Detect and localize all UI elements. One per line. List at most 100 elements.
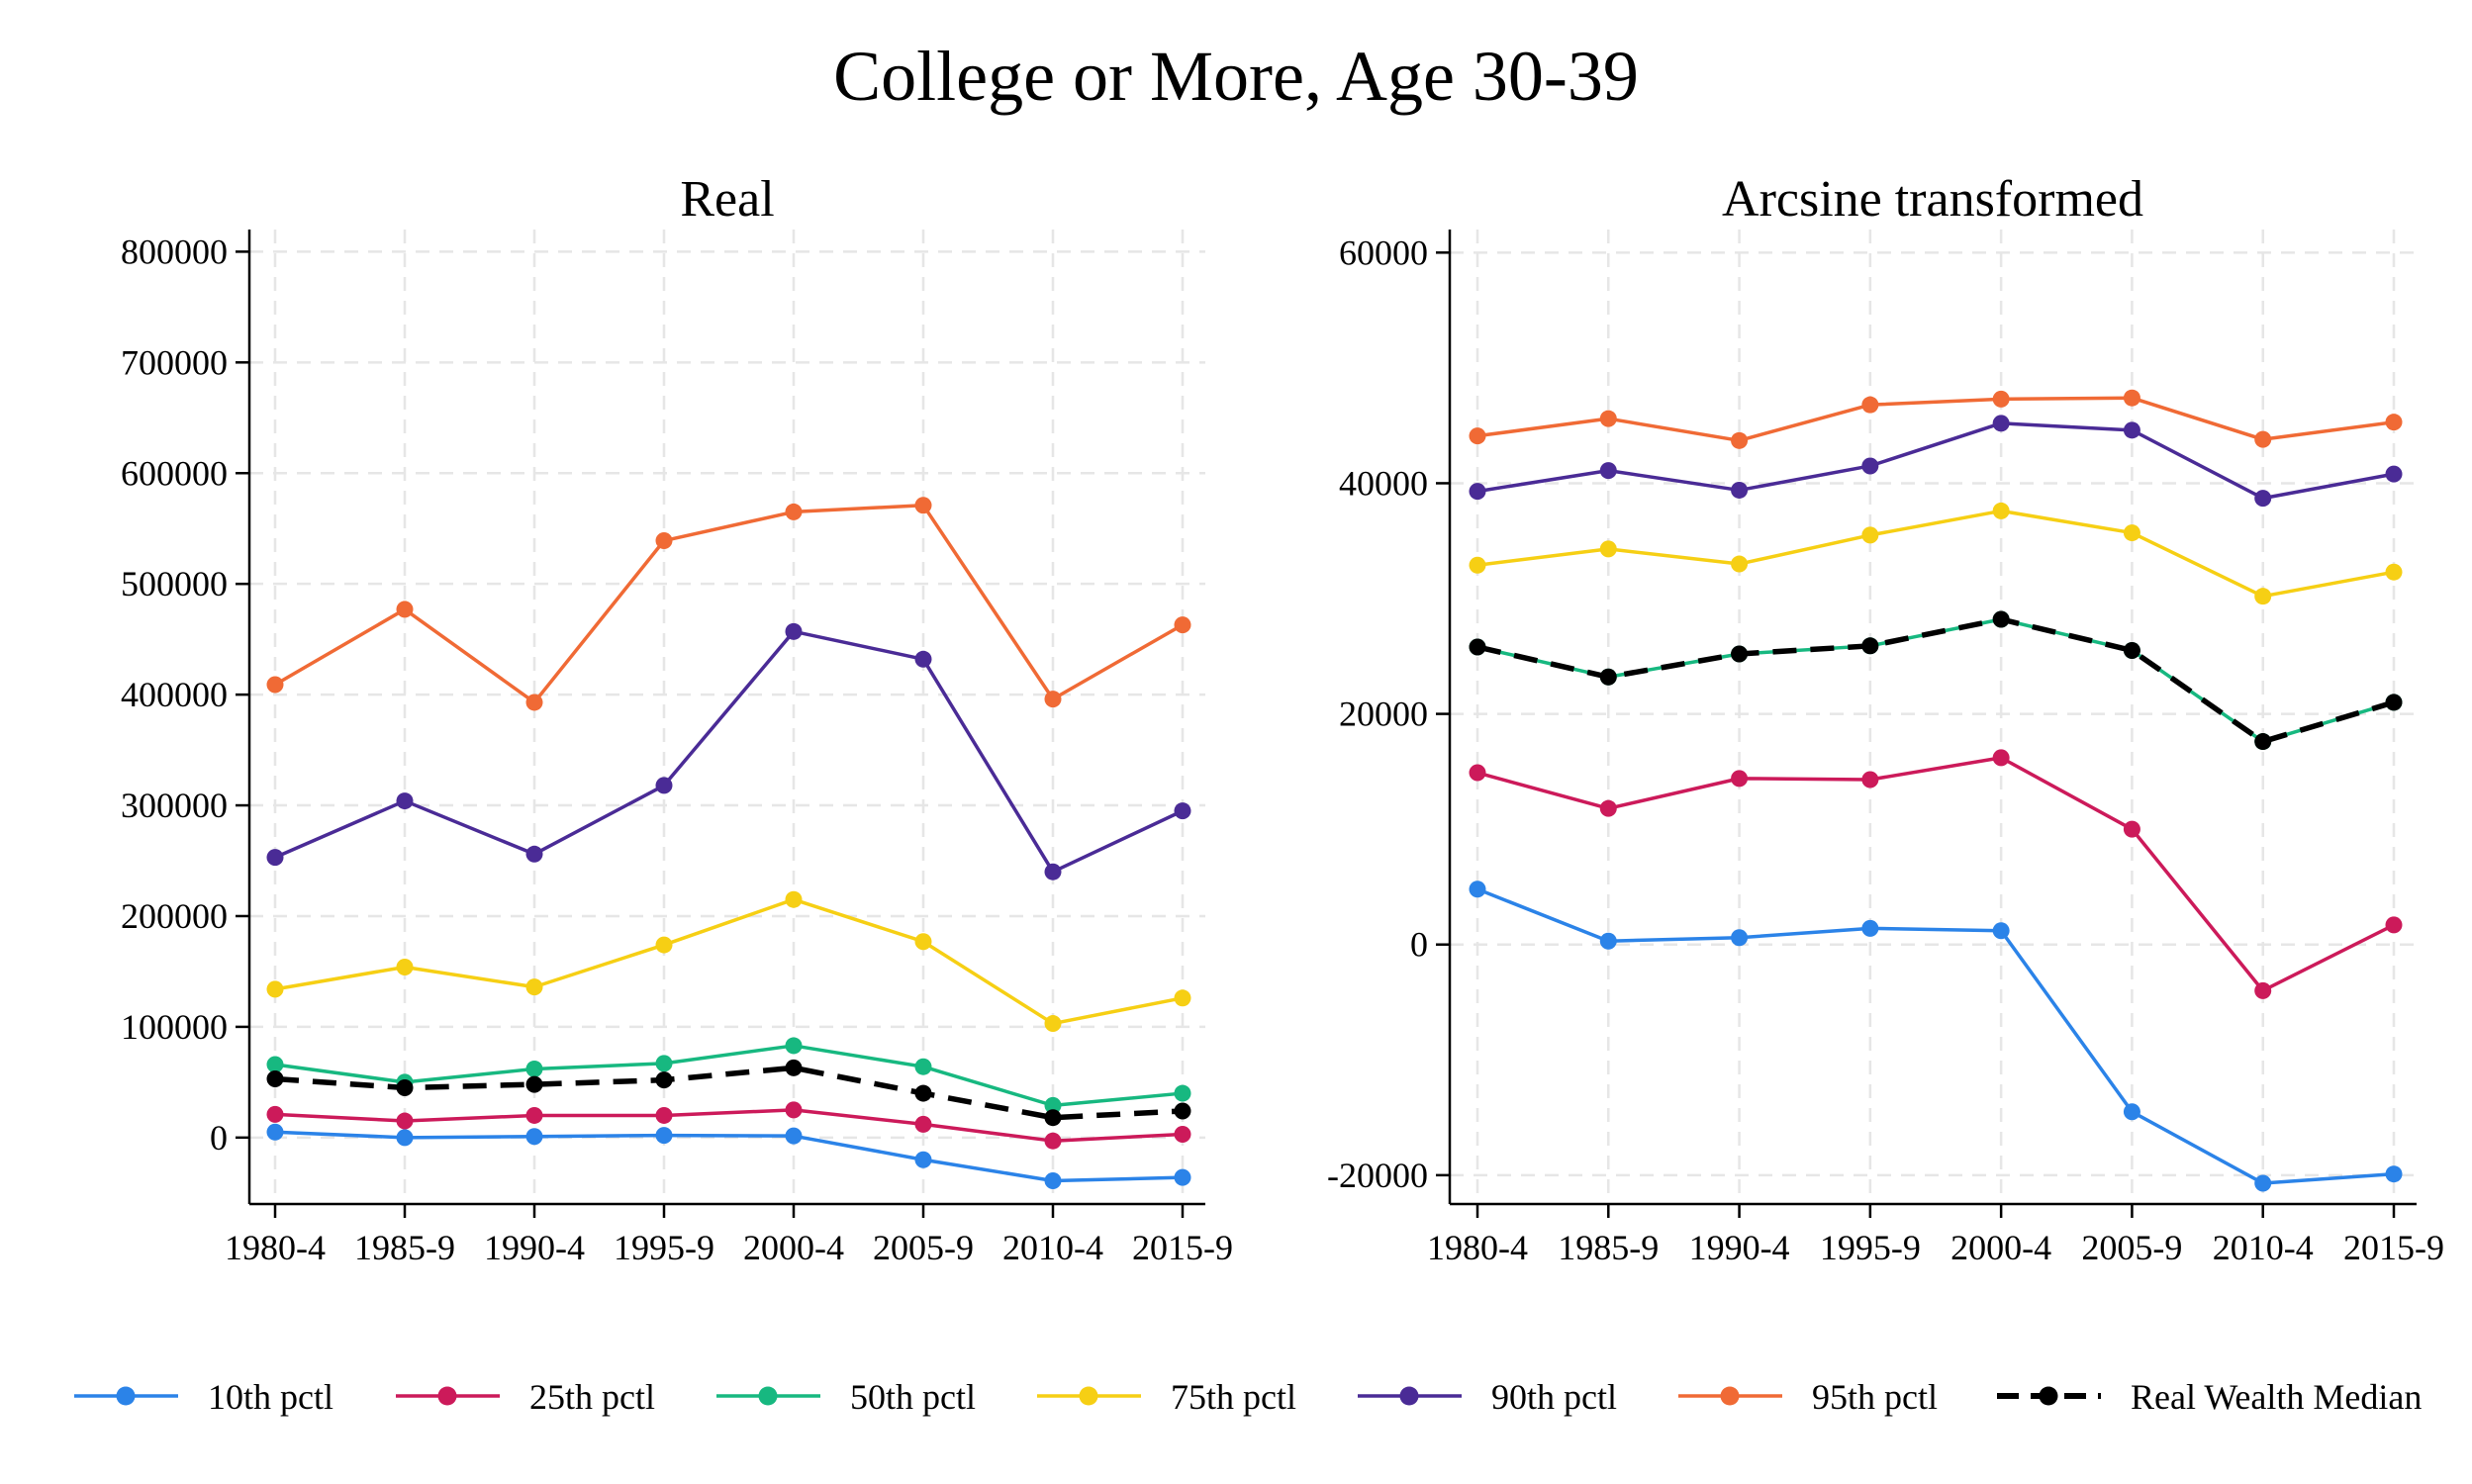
data-point: [655, 777, 673, 794]
data-point: [655, 1106, 673, 1124]
data-point: [2123, 641, 2140, 659]
data-point: [396, 792, 414, 810]
legend: 10th pctl 25th pctl 50th pctl 75th pctl 90th…: [74, 1377, 2422, 1417]
data-point: [396, 1078, 414, 1096]
x-tick-label: 2000-4: [1950, 1228, 2051, 1267]
data-point: [525, 694, 543, 711]
x-tick-label: 2010-4: [1002, 1228, 1103, 1267]
legend-swatch-marker: [758, 1386, 778, 1406]
data-point: [914, 1084, 932, 1102]
data-point: [2385, 465, 2403, 483]
data-point: [266, 1056, 284, 1073]
x-tick-label: 2010-4: [2213, 1228, 2314, 1267]
legend-swatch-marker: [2039, 1386, 2058, 1406]
data-point: [1044, 1171, 1062, 1189]
series-line: [1476, 756, 2395, 993]
data-point: [2254, 1174, 2272, 1192]
series-95th-pctl: [266, 497, 1191, 711]
data-point: [2123, 524, 2140, 542]
data-point: [1174, 1084, 1191, 1102]
x-tick-label: 2005-9: [2081, 1228, 2182, 1267]
data-point: [1861, 526, 1879, 544]
data-point: [396, 958, 414, 975]
data-point: [1174, 1168, 1191, 1186]
legend-swatch-marker: [437, 1386, 457, 1406]
x-tick-label: 1985-9: [354, 1228, 455, 1267]
legend-item-50th-pctl: 50th pctl: [716, 1377, 976, 1417]
data-point: [1861, 771, 1879, 788]
data-point: [914, 497, 932, 514]
series-95th-pctl: [1469, 389, 2403, 449]
data-point: [1044, 1132, 1062, 1150]
data-point: [785, 1101, 803, 1119]
legend-label: 75th pctl: [1171, 1377, 1296, 1417]
legend-item-90th-pctl: 90th pctl: [1358, 1377, 1617, 1417]
series-75th-pctl: [266, 890, 1191, 1033]
x-tick-label: 2015-9: [2343, 1228, 2444, 1267]
series-line: [1476, 616, 2395, 745]
data-point: [785, 622, 803, 640]
data-point: [2254, 430, 2272, 448]
y-tick-label: 600000: [121, 453, 228, 493]
y-tick-label: 300000: [121, 786, 228, 825]
data-point: [1731, 481, 1749, 499]
data-point: [2385, 563, 2403, 581]
data-point: [1731, 645, 1749, 663]
series-90th-pctl: [1469, 415, 2403, 508]
data-point: [1599, 410, 1617, 427]
data-point: [1044, 1015, 1062, 1033]
legend-item-25th-pctl: 25th pctl: [396, 1377, 655, 1417]
legend-label: 10th pctl: [208, 1377, 333, 1417]
data-point: [525, 1075, 543, 1093]
y-tick-label: 400000: [121, 675, 228, 714]
series-line: [274, 629, 1184, 874]
y-tick-label: 200000: [121, 896, 228, 936]
series-line: [274, 1044, 1184, 1108]
legend-item-95th-pctl: 95th pctl: [1678, 1377, 1938, 1417]
data-point: [655, 1127, 673, 1145]
data-point: [1599, 799, 1617, 817]
series-real-wealth-median: [1469, 610, 2403, 751]
x-tick-label: 2000-4: [743, 1228, 844, 1267]
data-point: [525, 978, 543, 996]
data-point: [1992, 610, 2010, 628]
data-point: [1469, 881, 1486, 898]
series-10th-pctl: [1469, 881, 2403, 1192]
data-point: [914, 1151, 932, 1168]
data-point: [525, 1060, 543, 1077]
data-point: [655, 1071, 673, 1089]
data-point: [1044, 863, 1062, 881]
legend-item-real-wealth-median: Real Wealth Median: [1997, 1377, 2422, 1417]
series-line: [1476, 509, 2395, 599]
x-tick-label: 1995-9: [614, 1228, 714, 1267]
data-point: [1469, 556, 1486, 574]
data-point: [1599, 932, 1617, 950]
y-tick-label: 0: [1410, 925, 1428, 965]
data-point: [396, 1112, 414, 1130]
legend-swatch-marker: [1399, 1386, 1419, 1406]
data-point: [266, 1123, 284, 1141]
x-tick-label: 1985-9: [1558, 1228, 1659, 1267]
series-line: [274, 1108, 1184, 1143]
data-point: [1992, 922, 2010, 940]
data-point: [1731, 929, 1749, 947]
data-point: [2385, 916, 2403, 934]
data-point: [1861, 919, 1879, 937]
y-tick-label: 500000: [121, 564, 228, 603]
legend-label: Real Wealth Median: [2131, 1377, 2422, 1417]
x-tick-label: 1980-4: [1427, 1228, 1528, 1267]
data-point: [1599, 668, 1617, 686]
legend-item-10th-pctl: 10th pctl: [74, 1377, 333, 1417]
data-point: [914, 650, 932, 668]
data-point: [525, 1106, 543, 1124]
y-tick-label: 40000: [1339, 463, 1428, 503]
data-point: [1469, 427, 1486, 445]
series-line: [1476, 887, 2395, 1185]
data-point: [1992, 390, 2010, 408]
legend-swatch-marker: [116, 1386, 136, 1406]
data-point: [266, 1105, 284, 1123]
series-line: [274, 1130, 1184, 1183]
data-point: [396, 601, 414, 618]
series-line: [1476, 396, 2395, 443]
data-point: [655, 532, 673, 550]
